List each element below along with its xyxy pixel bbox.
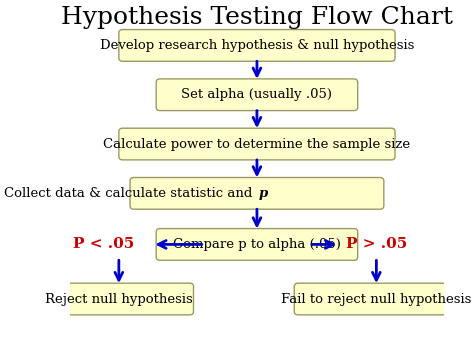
Text: Collect data & calculate statistic and: Collect data & calculate statistic and <box>4 187 257 200</box>
FancyBboxPatch shape <box>294 283 458 315</box>
Text: P > .05: P > .05 <box>346 237 407 251</box>
Text: Set alpha (usually .05): Set alpha (usually .05) <box>182 88 332 101</box>
Text: Calculate power to determine the sample size: Calculate power to determine the sample … <box>103 137 410 151</box>
FancyBboxPatch shape <box>44 283 193 315</box>
Text: Hypothesis Testing Flow Chart: Hypothesis Testing Flow Chart <box>61 6 453 29</box>
FancyBboxPatch shape <box>119 29 395 61</box>
FancyBboxPatch shape <box>119 128 395 160</box>
Text: P < .05: P < .05 <box>73 237 135 251</box>
Text: Fail to reject null hypothesis: Fail to reject null hypothesis <box>281 293 472 306</box>
Text: Compare p to alpha (.05): Compare p to alpha (.05) <box>173 238 341 251</box>
FancyBboxPatch shape <box>130 178 384 209</box>
FancyBboxPatch shape <box>156 229 358 260</box>
FancyBboxPatch shape <box>156 79 358 110</box>
Text: Reject null hypothesis: Reject null hypothesis <box>45 293 193 306</box>
Text: Develop research hypothesis & null hypothesis: Develop research hypothesis & null hypot… <box>100 39 414 52</box>
Text: p: p <box>259 187 268 200</box>
